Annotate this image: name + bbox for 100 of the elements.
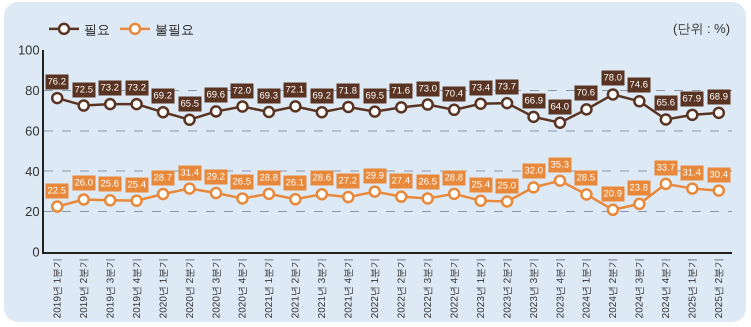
y-tick-label: 40 — [25, 164, 40, 179]
data-label: 26.5 — [418, 176, 437, 188]
point — [50, 92, 64, 104]
point — [130, 98, 143, 110]
x-tick-label: 2021년 4분기 — [344, 258, 355, 318]
data-label: 65.6 — [656, 98, 675, 108]
point — [236, 100, 249, 113]
point — [394, 101, 408, 114]
point — [448, 188, 460, 200]
data-label: 64.0 — [550, 102, 569, 112]
x-tick-label: 2021년 3분기 — [317, 258, 328, 318]
x-tick-label: 2025년 1분기 — [688, 258, 699, 318]
point — [448, 104, 460, 116]
data-label: 30.4 — [710, 170, 728, 180]
point — [262, 188, 276, 200]
point — [394, 190, 408, 203]
point — [289, 100, 302, 113]
x-tick-label: 2023년 1분기 — [476, 258, 487, 318]
data-label: 78.0 — [604, 72, 622, 84]
point — [712, 184, 726, 197]
y-tick-label: 100 — [18, 42, 40, 58]
point — [368, 105, 382, 118]
data-label: 32.0 — [524, 166, 543, 176]
point — [660, 178, 672, 190]
point — [183, 113, 196, 126]
data-label: 73.2 — [128, 82, 146, 94]
legend-label: 불필요 — [155, 22, 194, 37]
data-label: 35.3 — [550, 160, 569, 170]
data-label: 71.6 — [392, 86, 410, 96]
point — [606, 204, 620, 216]
data-label: 27.4 — [392, 176, 410, 186]
point — [342, 190, 355, 204]
y-tick-label: 0 — [32, 244, 40, 260]
point — [156, 188, 170, 200]
data-label: 25.4 — [128, 180, 146, 190]
data-label: 20.9 — [604, 188, 622, 200]
point — [527, 110, 540, 124]
point — [712, 106, 726, 120]
data-label: 70.6 — [576, 88, 595, 98]
point — [210, 186, 222, 200]
point — [104, 98, 116, 110]
data-label: 31.4 — [682, 168, 701, 178]
point — [633, 198, 646, 210]
data-label: 27.2 — [338, 176, 357, 186]
x-tick-label: 2024년 4분기 — [661, 258, 672, 318]
x-tick-label: 2020년 4분기 — [238, 258, 249, 318]
data-label: 28.5 — [576, 172, 595, 184]
y-tick-label: 20 — [25, 204, 40, 220]
point — [660, 113, 672, 126]
x-tick-label: 2025년 2분기 — [714, 258, 726, 318]
x-tick-label: 2021년 2분기 — [290, 258, 302, 318]
x-tick-label: 2020년 3분기 — [211, 258, 222, 318]
data-label: 28.8 — [260, 172, 278, 184]
point — [210, 105, 222, 118]
y-tick-label: 80 — [25, 82, 40, 98]
data-label: 71.8 — [338, 86, 357, 96]
data-label: 22.5 — [48, 186, 66, 196]
data-label: 29.9 — [366, 170, 384, 182]
data-label: 73.0 — [418, 84, 437, 94]
data-label: 74.6 — [630, 80, 648, 90]
data-label: 66.9 — [524, 96, 543, 106]
point — [77, 193, 90, 206]
data-label: 25.4 — [472, 180, 490, 190]
data-label: 28.7 — [154, 172, 172, 184]
data-label: 67.9 — [682, 94, 701, 104]
point — [474, 97, 487, 110]
data-label: 31.4 — [180, 168, 199, 178]
x-tick-label: 2023년 3분기 — [528, 258, 540, 318]
x-tick-label: 2022년 4분기 — [449, 258, 460, 318]
point — [77, 99, 90, 112]
data-label: 73.2 — [100, 82, 119, 94]
x-tick-label: 2024년 2분기 — [608, 258, 620, 318]
text: (단위 : %) — [673, 21, 730, 36]
data-label: 26.0 — [74, 178, 93, 188]
data-label: 33.7 — [656, 162, 675, 174]
x-tick-label: 2020년 2분기 — [184, 258, 196, 318]
y-tick-label: 60 — [25, 123, 40, 138]
data-label: 28.6 — [312, 172, 331, 184]
x-tick-label: 2021년 1분기 — [264, 258, 276, 318]
data-label: 73.4 — [472, 82, 490, 94]
point — [316, 188, 328, 200]
point — [50, 200, 64, 213]
point — [633, 95, 646, 108]
point — [236, 192, 249, 205]
data-label: 29.2 — [206, 172, 225, 182]
point — [421, 192, 434, 205]
data-label: 26.5 — [232, 176, 251, 188]
point — [183, 182, 196, 195]
x-tick-label: 2019년 4분기 — [132, 258, 143, 318]
point — [527, 181, 540, 194]
point — [156, 106, 170, 118]
data-label: 76.2 — [48, 76, 66, 88]
legend-label: 필요 — [84, 22, 110, 37]
data-label: 72.5 — [74, 84, 93, 96]
x-tick-label: 2020년 1분기 — [158, 258, 170, 318]
x-tick-label: 2019년 2분기 — [78, 258, 90, 318]
point — [130, 194, 143, 207]
point — [580, 103, 593, 116]
point — [500, 96, 514, 110]
data-label: 73.7 — [498, 82, 516, 92]
